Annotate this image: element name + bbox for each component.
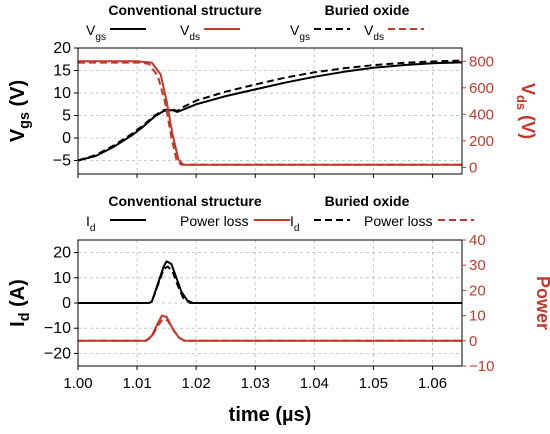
legend-entry-label: Id [86, 213, 96, 234]
y-axis-title-left: Id (A) [7, 279, 33, 327]
series-line-left-solid [78, 260, 462, 304]
y-axis-title-left-sub: gs [17, 112, 33, 129]
series-line-right-dashed [78, 318, 462, 342]
tick-label-x: 1.02 [182, 375, 211, 392]
series-line-right-solid [78, 60, 462, 166]
tick-label-right: 20 [469, 282, 486, 299]
y-axis-title-right-rest: (V) [518, 110, 538, 139]
tick-label-left: −5 [53, 153, 71, 170]
legend-entry-label-base: V [180, 22, 190, 38]
legend-entry-label-base: V [364, 22, 374, 38]
legend-entry-label-sub: d [90, 223, 96, 234]
y-axis-title-left-sub: d [17, 312, 33, 321]
y-axis-title-right-line1: Power [533, 276, 550, 330]
plot-frame [77, 47, 463, 175]
tick-label-left: −20 [44, 345, 71, 362]
legend-entry-label-base: V [290, 22, 300, 38]
y-axis-title-left-base: I [7, 321, 29, 327]
tick-label-x: 1.04 [300, 375, 329, 392]
tick-label-left: 20 [53, 245, 71, 262]
tick-label-x: 1.05 [359, 375, 388, 392]
x-axis-title: time (µs) [229, 404, 312, 426]
series-line-left-solid [77, 61, 463, 162]
legend-entry-label-base: V [86, 22, 96, 38]
legend-entry-label-sub: gs [299, 32, 310, 43]
series-line-right-solid [78, 314, 462, 342]
tick-label-left: 0 [62, 295, 71, 312]
tick-label-x: 1.03 [241, 375, 270, 392]
legend-entry-label: Power loss [364, 213, 432, 229]
tick-label-x: 1.01 [122, 375, 151, 392]
tick-label-right: −10 [469, 358, 494, 375]
legend-group-title: Buried oxide [325, 193, 410, 209]
legend-entry-label: Vgs [86, 22, 106, 43]
tick-label-left: 5 [62, 108, 71, 125]
tick-label-right: 200 [469, 133, 494, 150]
bottom-legend: Conventional structure Id Power loss Buried… [86, 193, 474, 234]
legend-entry-label-sub: ds [189, 32, 200, 43]
legend-entry-label-base: Power loss [180, 213, 248, 229]
tick-label-left: 15 [53, 63, 71, 80]
tick-label-left: 10 [53, 270, 71, 287]
legend-entry-label: Id [290, 213, 300, 234]
tick-label-right: 30 [469, 257, 486, 274]
tick-label-left: 0 [62, 130, 71, 147]
bottom-panel: −20 −10 0 10 20 −10 0 10 20 30 40 1.00 1.01 1.02 1.03 1… [7, 232, 550, 426]
y-axis-title-right-sub: ds [514, 95, 529, 110]
y-axis-title-left-rest: (V) [7, 80, 29, 112]
legend-group-title: Conventional structure [108, 193, 261, 209]
tick-label-right: 400 [469, 106, 494, 123]
y-axis-title-left-base: V [7, 128, 29, 142]
legend-entry-label-base: I [86, 213, 90, 229]
legend-entry-label: Vds [364, 22, 384, 43]
series-line-left-dashed [78, 265, 462, 304]
legend-entry-label: Vds [180, 22, 200, 43]
legend-entry-label-sub: d [294, 223, 300, 234]
tick-label-right: 0 [469, 333, 477, 350]
legend-entry-label-sub: ds [373, 32, 384, 43]
y-axis-title-right: Vds (V) [514, 83, 538, 139]
legend-group-title: Buried oxide [325, 2, 410, 18]
series-line-left-dashed [77, 59, 463, 162]
y-axis-title-left-rest: (A) [7, 279, 29, 312]
tick-label-right: 40 [469, 232, 486, 249]
y-axis-title-left: Vgs (V) [7, 80, 33, 142]
tick-label-right: 10 [469, 308, 486, 325]
legend-group-title: Conventional structure [108, 2, 261, 18]
legend-entry-label-sub: gs [95, 32, 106, 43]
tick-label-right: 600 [469, 80, 494, 97]
tick-label-left: 20 [53, 40, 71, 57]
tick-label-left: 10 [53, 85, 71, 102]
tick-label-x: 1.06 [418, 375, 447, 392]
tick-label-x: 1.00 [63, 375, 92, 392]
tick-label-right: 800 [469, 53, 494, 70]
tick-label-left: −10 [44, 320, 71, 337]
legend-entry-label: Power loss [180, 213, 248, 229]
legend-entry-label: Vgs [290, 22, 310, 43]
tick-label-right: 0 [469, 159, 477, 176]
y-axis-title-right-base: V [518, 83, 538, 95]
series-line-right-dashed [78, 61, 462, 166]
legend-entry-label-base: Power loss [364, 213, 432, 229]
legend-entry-label-base: I [290, 213, 294, 229]
